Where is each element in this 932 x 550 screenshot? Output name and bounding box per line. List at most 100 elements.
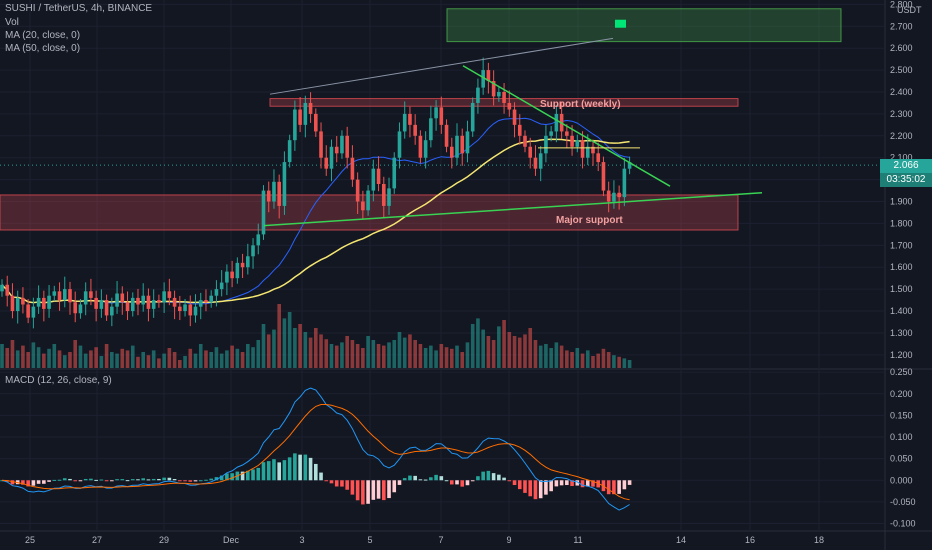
- time-tick-label: 9: [506, 535, 511, 545]
- candle-body: [10, 295, 15, 312]
- countdown-tag: 03:35:02: [880, 173, 932, 187]
- volume-bar: [470, 324, 475, 368]
- candle-body: [340, 135, 344, 154]
- candle-body: [617, 192, 621, 198]
- volume-bar: [261, 324, 266, 368]
- price-tick-label: 2.100: [890, 153, 913, 163]
- macd-tick-label: -0.050: [890, 497, 916, 507]
- volume-bar: [486, 336, 491, 368]
- volume-bar: [172, 352, 177, 368]
- macd-histogram-bar: [287, 457, 292, 481]
- time-tick-label: 16: [745, 535, 755, 545]
- macd-histogram-bar: [198, 480, 203, 482]
- volume-bar: [146, 355, 151, 368]
- macd-histogram-bar: [591, 480, 595, 487]
- macd-tick-label: 0.150: [890, 410, 913, 420]
- volume-bar: [585, 350, 590, 368]
- macd-histogram-bar: [188, 480, 193, 482]
- volume-bar: [256, 340, 261, 368]
- price-tick-label: 2.700: [890, 21, 913, 31]
- ma50-legend[interactable]: MA (50, close, 0): [5, 43, 81, 54]
- candle-body: [21, 297, 25, 305]
- candle-body: [418, 135, 423, 158]
- candle-body: [5, 284, 10, 296]
- candle-body: [465, 131, 470, 154]
- volume-bar: [622, 358, 627, 368]
- candle-body: [99, 300, 104, 309]
- volume-bar: [528, 328, 533, 368]
- volume-bar: [334, 345, 339, 368]
- candle-body: [83, 291, 88, 305]
- price-tick-label: 1.900: [890, 197, 913, 207]
- macd-histogram-bar: [62, 478, 67, 481]
- macd-histogram-bar: [319, 472, 323, 481]
- macd-histogram-bar: [136, 479, 140, 481]
- volume-bar: [580, 353, 585, 368]
- macd-histogram-bar: [141, 478, 146, 481]
- time-tick-label: 11: [573, 535, 582, 545]
- candle-body: [266, 190, 271, 202]
- macd-histogram-bar: [528, 480, 533, 497]
- symbol-title[interactable]: SUSHI / TetherUS, 4h, BINANCE: [5, 3, 153, 14]
- candle-body: [476, 87, 480, 103]
- volume-bar: [596, 353, 601, 368]
- candlesticks: [0, 57, 632, 329]
- macd-histogram-bar: [298, 454, 302, 481]
- macd-histogram-bar: [465, 480, 470, 486]
- macd-histogram-bar: [99, 479, 104, 481]
- macd-histogram-bar: [26, 480, 30, 487]
- macd-histogram: [0, 453, 632, 505]
- candle-body: [429, 118, 433, 141]
- macd-histogram-bar: [355, 480, 360, 501]
- volume-bar: [42, 353, 46, 368]
- volume-bar: [575, 348, 580, 368]
- macd-histogram-bar: [366, 480, 370, 504]
- macd-histogram-bar: [272, 459, 276, 481]
- macd-axis[interactable]: 0.250 0.200 0.150 0.100 0.050 0.000 -0.050 -0.1…: [890, 367, 916, 528]
- macd-histogram-bar: [502, 477, 506, 481]
- volume-bar: [481, 329, 485, 368]
- time-axis[interactable]: 25 27 29 Dec 3 5 7 9 11 14 16 18: [25, 535, 824, 545]
- macd-histogram-bar: [94, 479, 98, 481]
- volume-bar: [449, 348, 454, 368]
- macd-histogram-bar: [554, 480, 559, 487]
- volume-bar: [272, 329, 276, 368]
- volume-bar: [324, 339, 329, 368]
- macd-histogram-bar: [627, 480, 632, 485]
- volume-bar: [502, 320, 506, 368]
- ma20-legend[interactable]: MA (20, close, 0): [5, 30, 81, 41]
- macd-legend[interactable]: MACD (12, 26, close, 9): [5, 375, 112, 386]
- candle-body: [627, 162, 632, 169]
- volume-bar: [68, 352, 72, 368]
- macd-histogram-bar: [125, 480, 130, 482]
- candle-body: [261, 190, 266, 235]
- volume-bar: [266, 334, 271, 368]
- macd-histogram-bar: [167, 477, 172, 481]
- candle-body: [251, 245, 255, 257]
- volume-bar: [167, 348, 172, 368]
- macd-histogram-bar: [439, 476, 444, 481]
- price-tick-label: 1.400: [890, 306, 913, 316]
- macd-histogram-bar: [277, 462, 281, 481]
- macd-histogram-bar: [381, 480, 386, 501]
- volume-bar: [460, 352, 465, 368]
- volume-bar: [240, 352, 245, 368]
- volume-bar: [99, 356, 104, 368]
- candle-body: [209, 295, 213, 303]
- macd-histogram-bar: [266, 461, 271, 481]
- volume-bar: [627, 360, 632, 368]
- price-tick-label: 2.800: [890, 0, 913, 9]
- volume-bar: [444, 347, 449, 368]
- macd-histogram-bar: [219, 475, 224, 481]
- volume-bar: [371, 340, 376, 368]
- candle-body: [272, 181, 276, 202]
- volume-bar: [10, 340, 15, 368]
- volume-bar: [21, 345, 25, 368]
- macd-histogram-bar: [115, 479, 119, 481]
- volume-bar: [497, 326, 501, 368]
- price-tick-label: 2.500: [890, 65, 913, 75]
- volume-legend[interactable]: Vol: [5, 17, 19, 28]
- macd-histogram-bar: [308, 457, 313, 481]
